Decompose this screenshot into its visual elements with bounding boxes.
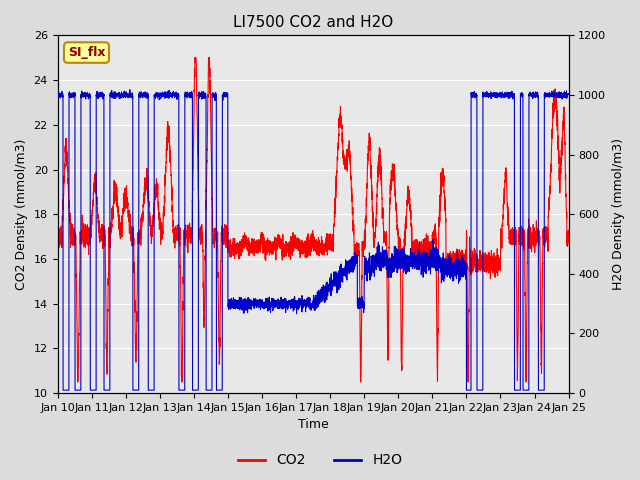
Text: SI_flx: SI_flx xyxy=(68,46,105,59)
Y-axis label: H2O Density (mmol/m3): H2O Density (mmol/m3) xyxy=(612,138,625,290)
X-axis label: Time: Time xyxy=(298,419,328,432)
Title: LI7500 CO2 and H2O: LI7500 CO2 and H2O xyxy=(233,15,393,30)
Y-axis label: CO2 Density (mmol/m3): CO2 Density (mmol/m3) xyxy=(15,139,28,290)
Legend: CO2, H2O: CO2, H2O xyxy=(232,448,408,473)
